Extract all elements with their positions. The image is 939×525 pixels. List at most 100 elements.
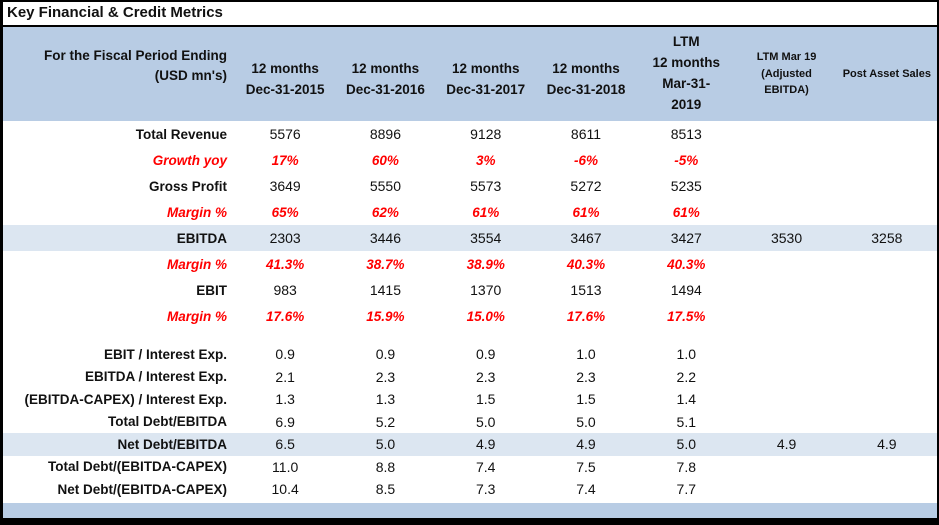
cell-value: 5.0 — [576, 413, 596, 430]
row-label: Net Debt/EBITDA — [117, 436, 227, 452]
cell-value: 1494 — [670, 282, 702, 298]
row-label: Net Debt/(EBITDA-CAPEX) — [57, 481, 227, 497]
column-header-line: Mar-31- — [662, 76, 711, 91]
table-row: Total Debt/(EBITDA-CAPEX) 11.0 8.8 7.4 7.5 7.… — [3, 456, 937, 479]
table-row: (EBITDA-CAPEX) / Interest Exp. 1.3 1.3 1.5 1… — [3, 388, 937, 411]
cell-value: 4.9 — [877, 436, 897, 453]
cell-value: 2.1 — [275, 368, 295, 385]
row-label: Margin % — [166, 256, 227, 272]
column-header-line: 12 months — [652, 55, 721, 71]
cell-value: 3649 — [269, 178, 301, 194]
column-header: 12 months Dec-31-2018 — [536, 27, 636, 121]
cell-value: 6.5 — [275, 436, 295, 453]
table-row: Margin % 41.3% 38.7% 38.9% 40.3% 40.3% — [3, 251, 937, 277]
row-label: EBIT — [196, 282, 227, 298]
cell-value: 4.9 — [475, 436, 496, 453]
column-header: 12 months Dec-31-2017 — [436, 27, 536, 121]
cell-value: 7.5 — [576, 458, 596, 475]
cell-value: 8611 — [570, 126, 602, 142]
cell-value: 5.0 — [475, 413, 496, 430]
row-label: Gross Profit — [148, 178, 227, 194]
table-row: Margin % 65% 62% 61% 61% 61% — [3, 199, 937, 225]
cell-value: 17.5% — [667, 308, 706, 324]
row-label: Total Debt/(EBITDA-CAPEX) — [48, 459, 227, 475]
cell-value: 7.8 — [676, 458, 696, 475]
cell-value: 5272 — [570, 178, 602, 194]
cell-value: 5.0 — [676, 436, 696, 453]
cell-value: 1.3 — [275, 391, 295, 408]
column-header-line: Dec-31-2016 — [346, 82, 425, 97]
cell-value: 38.9% — [466, 256, 505, 272]
row-label: Margin % — [166, 308, 227, 324]
cell-value: 7.3 — [475, 481, 496, 498]
cell-value: 1370 — [470, 282, 502, 298]
row-label: Total Debt/EBITDA — [108, 414, 227, 430]
column-header-line: Dec-31-2018 — [546, 82, 626, 97]
column-header-line: 12 months — [351, 61, 420, 77]
table-row: EBITDA / Interest Exp. 2.1 2.3 2.3 2.3 2.2 — [3, 366, 937, 389]
column-header-line: (Adjusted — [761, 67, 812, 80]
column-header: Post Asset Sales — [837, 27, 937, 121]
cell-value: 65% — [271, 204, 299, 220]
cell-value: 15.0% — [466, 308, 505, 324]
row-label: EBITDA — [176, 230, 227, 246]
cell-value: 4.9 — [576, 436, 596, 453]
footer-band — [3, 503, 937, 518]
cell-value: 10.4 — [271, 481, 299, 498]
cell-value: 41.3% — [266, 256, 305, 272]
fiscal-period-header: For the Fiscal Period Ending (USD mn's) — [3, 27, 235, 121]
column-header-line: LTM Mar 19 — [756, 51, 817, 64]
column-headers: 12 months Dec-31-2015 12 months Dec-31-2016… — [235, 27, 937, 121]
column-header-line: 2019 — [671, 96, 702, 112]
column-header: LTM Mar 19 (Adjusted EBITDA) — [736, 27, 836, 121]
cell-value: 61% — [572, 204, 600, 220]
cell-value: -6% — [573, 152, 598, 168]
cell-value: 1.4 — [676, 391, 696, 408]
column-header: 12 months Dec-31-2016 — [335, 27, 435, 121]
cell-value: 61% — [472, 204, 500, 220]
cell-value: 5573 — [470, 178, 502, 194]
cell-value: 1415 — [369, 282, 401, 298]
cell-value: 1.5 — [576, 391, 596, 408]
cell-value: 1.5 — [475, 391, 496, 408]
cell-value: 17.6% — [266, 308, 305, 324]
cell-value: 2303 — [269, 230, 301, 246]
cell-value: 3258 — [871, 230, 903, 246]
cell-value: -5% — [674, 152, 699, 168]
cell-value: 8896 — [369, 126, 401, 142]
table-header: For the Fiscal Period Ending (USD mn's) … — [3, 27, 937, 121]
cell-value: 3554 — [470, 230, 502, 246]
cell-value: 3427 — [670, 230, 702, 246]
table-row: Margin % 17.6% 15.9% 15.0% 17.6% 17.5% — [3, 303, 937, 329]
cell-value: 0.9 — [475, 346, 496, 363]
cell-value: 2.3 — [375, 368, 396, 385]
cell-value: 40.3% — [566, 256, 606, 272]
column-header-line: 12 months — [451, 61, 520, 77]
cell-value: 1.3 — [375, 391, 396, 408]
cell-value: 8.5 — [375, 481, 396, 498]
row-label: EBITDA / Interest Exp. — [84, 369, 227, 385]
cell-value: 3446 — [369, 230, 401, 246]
cell-value: 3530 — [770, 230, 803, 246]
column-header: 12 months Dec-31-2015 — [235, 27, 335, 121]
cell-value: 7.7 — [676, 481, 696, 498]
cell-value: 3% — [475, 152, 496, 168]
cell-value: 0.9 — [275, 346, 295, 363]
column-header: LTM 12 months Mar-31- 2019 — [636, 27, 736, 121]
row-label: (EBITDA-CAPEX) / Interest Exp. — [24, 391, 227, 407]
table-row: Net Debt/(EBITDA-CAPEX) 10.4 8.5 7.3 7.4 7.7 — [3, 478, 937, 501]
cell-value: 2.3 — [475, 368, 496, 385]
row-label: Margin % — [166, 204, 227, 220]
cell-value: 2.2 — [676, 368, 696, 385]
cell-value: 5.2 — [375, 413, 396, 430]
cell-value: 7.4 — [576, 481, 596, 498]
cell-value: 6.9 — [275, 413, 295, 430]
cell-value: 3467 — [570, 230, 602, 246]
cell-value: 7.4 — [475, 458, 496, 475]
table-row: Total Revenue 5576 8896 9128 8611 8513 — [3, 121, 937, 147]
column-header-line: Dec-31-2015 — [245, 82, 325, 97]
cell-value: 40.3% — [667, 256, 706, 272]
column-header-line: 12 months — [251, 61, 319, 77]
table-row: EBITDA 2303 3446 3554 3467 3427 3530 3258 — [3, 225, 937, 251]
